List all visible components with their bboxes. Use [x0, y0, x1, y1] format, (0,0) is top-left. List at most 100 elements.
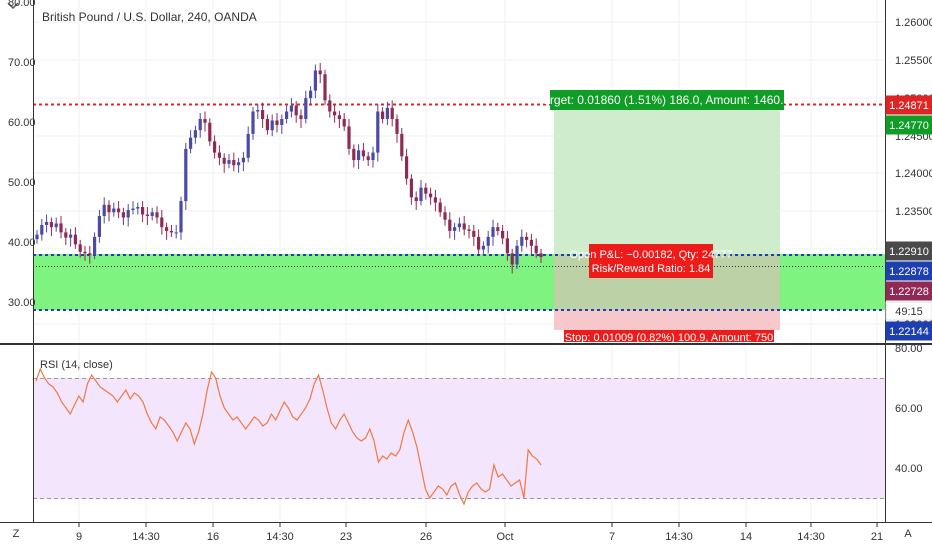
candle-body	[59, 223, 63, 233]
candle-body	[347, 126, 351, 149]
candle-body	[83, 251, 87, 254]
left-axis-tick: 60.00	[8, 117, 36, 129]
candle-body	[155, 212, 159, 218]
candle-body	[510, 253, 514, 265]
candle-body	[93, 236, 97, 255]
candle-body	[78, 244, 82, 252]
candle-body	[112, 208, 116, 213]
candles-group	[35, 63, 543, 274]
time-axis-tick: 21	[871, 531, 883, 543]
time-axis-tick: 14:30	[266, 531, 294, 543]
price-tag-box	[885, 321, 932, 341]
candle-body	[438, 202, 442, 213]
candle-body	[203, 118, 207, 123]
rsi-series-line[interactable]	[35, 367, 542, 506]
candle-body	[491, 227, 495, 237]
candle-body	[222, 157, 226, 164]
price-tag-label: 1.24871	[889, 100, 929, 112]
candle-body	[208, 122, 212, 142]
candle-body	[400, 133, 404, 157]
candle-body	[102, 204, 106, 216]
candle-body	[539, 253, 543, 258]
candle-body	[472, 230, 476, 237]
rsi-title: RSI (14, close)	[40, 359, 113, 371]
time-axis-tick: 7	[609, 531, 615, 543]
candle-body	[414, 197, 418, 202]
price-tag-box	[885, 261, 932, 281]
candle-body	[198, 118, 202, 131]
candle-body	[323, 74, 327, 101]
candle-body	[280, 118, 284, 125]
candle-body	[88, 253, 92, 255]
candle-body	[424, 187, 428, 194]
time-axis[interactable]: 9 14:30 16 14:30 23 26 Oct 7 14:30 14 14:30 21	[76, 523, 883, 543]
candle-body	[121, 212, 125, 218]
price-tag-label: 1.22728	[889, 286, 929, 298]
rsi-band	[33, 378, 885, 499]
candle-body	[232, 160, 236, 166]
candle-body	[515, 245, 519, 265]
price-tag-label: 1.22878	[889, 266, 929, 278]
rsi-axis-tick: 40.00	[895, 463, 923, 475]
candle-body	[385, 107, 389, 119]
candle-body	[126, 210, 130, 218]
candle-body	[184, 148, 188, 202]
log-scale-button[interactable]: Z	[13, 528, 20, 540]
candle-body	[366, 156, 370, 161]
candle-body	[337, 115, 341, 119]
candle-body	[443, 212, 447, 220]
price-axis-tick: 1.23500	[895, 206, 932, 218]
candle-body	[193, 130, 197, 138]
candle-body	[304, 98, 308, 119]
price-tag-box	[885, 95, 932, 115]
candle-body	[357, 150, 361, 161]
candle-body	[429, 193, 433, 198]
time-axis-tick: 14:30	[797, 531, 825, 543]
pnl-label-line2: Risk/Reward Ratio: 1.84	[592, 263, 711, 275]
candle-body	[145, 214, 149, 216]
chevron-down-icon[interactable]	[7, 2, 19, 10]
price-axis-tick: 1.25500	[895, 55, 932, 67]
rsi-axis[interactable]: 80.00 60.00 40.00	[895, 343, 923, 475]
candle-body	[270, 120, 274, 131]
target-label-box[interactable]	[550, 90, 784, 110]
stop-label: Stop: 0.01009 (0.82%) 100.9, Amount: 750	[565, 332, 774, 344]
time-axis-tick: 14:30	[665, 531, 693, 543]
left-axis: 80.00 70.00 60.00 50.00 40.00 30.00	[8, 0, 36, 309]
candle-body	[299, 115, 303, 119]
candle-body	[505, 238, 509, 254]
left-axis-tick: 30.00	[8, 297, 36, 309]
time-axis-tick: 9	[76, 531, 82, 543]
pnl-label-box[interactable]	[589, 244, 713, 278]
candle-body	[289, 105, 293, 112]
price-tag-box	[885, 301, 932, 321]
candle-body	[117, 208, 121, 213]
price-tag-box	[885, 241, 932, 261]
candle-body	[169, 230, 173, 233]
stop-label-box[interactable]	[564, 330, 774, 342]
candle-body	[333, 111, 337, 116]
candle-body	[419, 187, 423, 202]
candle-body	[136, 207, 140, 209]
candle-body	[213, 141, 217, 153]
candle-body	[313, 70, 317, 91]
candle-body	[285, 111, 289, 119]
candle-body	[318, 70, 322, 75]
candle-body	[462, 223, 466, 230]
left-axis-tick: 40.00	[8, 237, 36, 249]
price-axis-tick: 1.26000	[895, 17, 932, 29]
candle-body	[534, 245, 538, 254]
auto-scale-button[interactable]: A	[904, 528, 912, 540]
price-tag-label: 1.24770	[889, 120, 929, 132]
candle-body	[251, 111, 255, 134]
candle-body	[371, 152, 375, 161]
candle-body	[69, 234, 73, 238]
candle-body	[457, 223, 461, 228]
candle-body	[405, 156, 409, 179]
target-zone	[554, 104, 780, 254]
candle-body	[501, 230, 505, 239]
price-axis-tick: 1.24000	[895, 168, 932, 180]
candle-body	[241, 157, 245, 163]
candle-body	[179, 201, 183, 233]
